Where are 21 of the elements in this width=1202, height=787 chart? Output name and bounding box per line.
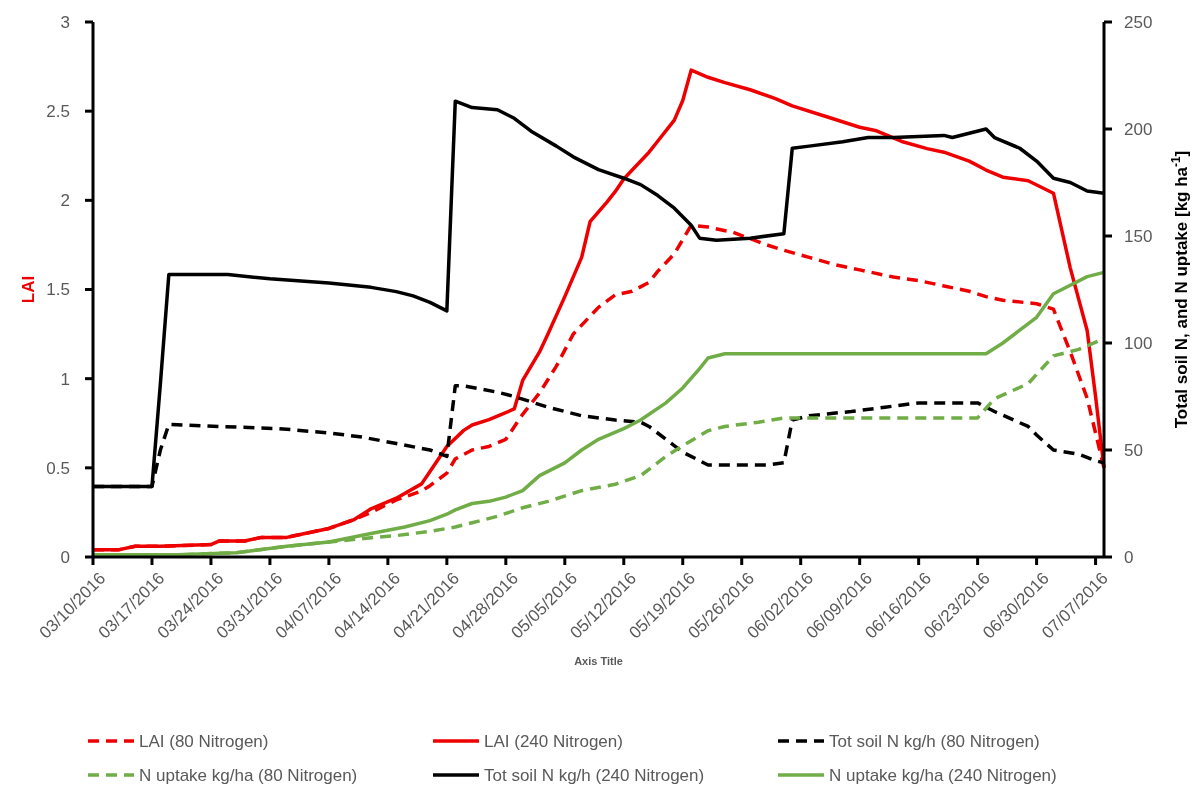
y2-tick-label: 100 [1124, 333, 1153, 353]
y-tick-label: 1 [60, 369, 70, 389]
y2-tick-label: 200 [1124, 119, 1153, 139]
x-axis-title: Axis Title [574, 655, 623, 667]
legend-label: LAI (80 Nitrogen) [139, 731, 269, 751]
legend-label: Tot soil N kg/h (240 Nitrogen) [484, 765, 705, 785]
y2-tick-label: 50 [1124, 440, 1143, 460]
y-tick-label: 0.5 [46, 458, 70, 478]
y-tick-label: 0 [60, 547, 70, 567]
y-axis-title: LAI [19, 275, 38, 304]
legend-label: LAI (240 Nitrogen) [484, 731, 623, 751]
y-tick-label: 2 [60, 191, 70, 211]
legend-label: N uptake kg/ha (80 Nitrogen) [139, 765, 358, 785]
y-tick-label: 3 [60, 12, 70, 32]
y2-tick-label: 150 [1124, 226, 1153, 246]
y-tick-label: 2.5 [46, 102, 70, 122]
legend-label: Tot soil N kg/h (80 Nitrogen) [829, 731, 1040, 751]
legend-label: N uptake kg/ha (240 Nitrogen) [829, 765, 1057, 785]
y2-tick-label: 0 [1124, 547, 1134, 567]
y2-tick-label: 250 [1124, 12, 1153, 32]
y-tick-label: 1.5 [46, 280, 70, 300]
